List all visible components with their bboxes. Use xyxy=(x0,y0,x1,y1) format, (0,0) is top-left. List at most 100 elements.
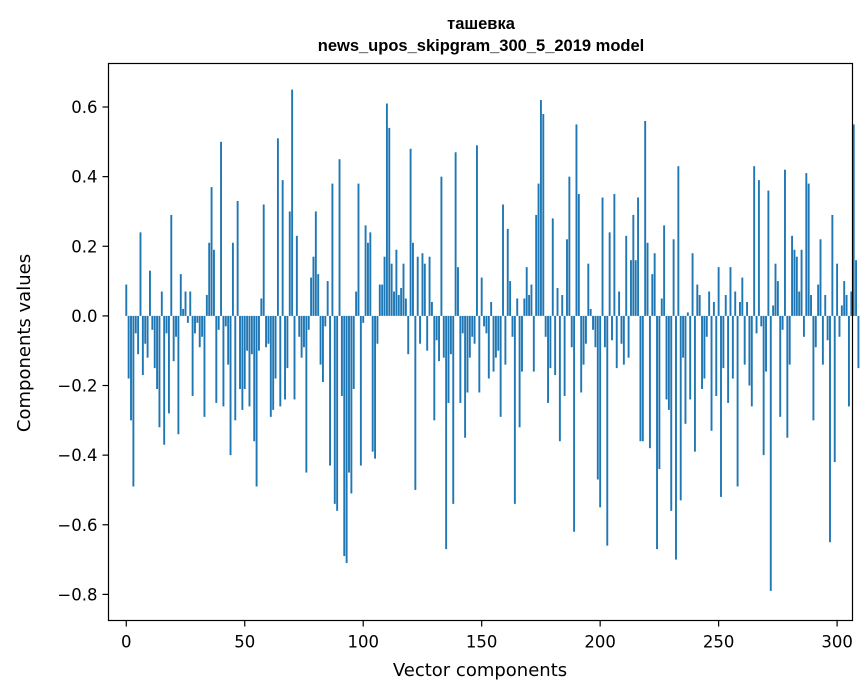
bar-294 xyxy=(821,315,824,365)
bar-6 xyxy=(139,232,142,316)
bar-140 xyxy=(457,267,459,316)
bar-261 xyxy=(743,315,746,365)
bar-5 xyxy=(137,315,140,355)
bar-53 xyxy=(250,315,253,355)
bar-218 xyxy=(641,315,644,442)
bar-303 xyxy=(843,281,846,316)
bar-52 xyxy=(248,315,251,407)
bar-223 xyxy=(653,253,656,316)
bar-64 xyxy=(276,138,279,316)
bar-186 xyxy=(566,239,568,316)
bar-209 xyxy=(620,315,623,344)
bar-48 xyxy=(239,315,241,389)
bar-156 xyxy=(494,315,497,358)
bar-122 xyxy=(414,315,417,490)
bar-108 xyxy=(381,284,384,316)
bar-286 xyxy=(802,315,805,337)
bar-76 xyxy=(305,315,308,473)
bar-95 xyxy=(350,315,353,494)
bar-277 xyxy=(781,315,784,330)
bar-229 xyxy=(667,315,670,410)
bar-276 xyxy=(779,315,782,417)
bar-189 xyxy=(573,315,576,532)
bar-267 xyxy=(757,180,760,316)
bar-70 xyxy=(291,89,294,316)
bar-245 xyxy=(705,315,708,337)
bar-168 xyxy=(523,298,526,316)
bar-254 xyxy=(727,315,730,403)
bar-34 xyxy=(205,295,208,316)
bar-304 xyxy=(845,295,848,316)
x-tick-label: 100 xyxy=(347,633,379,652)
bar-35 xyxy=(208,242,211,316)
bar-196 xyxy=(589,308,592,316)
bar-12 xyxy=(153,315,156,369)
bar-183 xyxy=(558,315,561,442)
bar-159 xyxy=(502,204,504,316)
bar-260 xyxy=(741,277,744,316)
bar-66 xyxy=(281,180,284,316)
bar-63 xyxy=(274,315,277,379)
bar-120 xyxy=(409,148,412,316)
bar-174 xyxy=(537,183,540,316)
bar-8 xyxy=(144,315,147,344)
y-tick-label: 0.2 xyxy=(71,237,97,256)
bar-252 xyxy=(722,315,725,369)
bar-185 xyxy=(563,315,566,396)
bar-165 xyxy=(516,298,519,316)
bar-147 xyxy=(473,315,476,344)
bar-210 xyxy=(622,315,625,365)
bar-11 xyxy=(151,315,154,330)
bar-46 xyxy=(234,315,237,421)
bar-102 xyxy=(367,242,369,316)
y-tick-label: −0.2 xyxy=(57,377,97,396)
bar-148 xyxy=(476,145,478,316)
bar-153 xyxy=(487,315,490,379)
bar-93 xyxy=(345,315,348,564)
bar-137 xyxy=(449,315,452,355)
bar-23 xyxy=(179,274,182,316)
bar-192 xyxy=(580,315,583,393)
bar-170 xyxy=(528,295,531,316)
bar-300 xyxy=(836,263,839,316)
bar-205 xyxy=(611,315,613,341)
bar-74 xyxy=(300,315,303,358)
x-axis-label: Vector components xyxy=(393,660,567,681)
bar-271 xyxy=(767,190,770,316)
bar-54 xyxy=(253,315,256,442)
bar-60 xyxy=(267,315,270,344)
bar-84 xyxy=(324,315,327,327)
bar-301 xyxy=(838,315,841,337)
bar-133 xyxy=(440,176,443,316)
bar-83 xyxy=(321,315,324,383)
bar-128 xyxy=(428,256,431,316)
bar-263 xyxy=(748,315,751,386)
y-axis-label: Components values xyxy=(14,254,35,432)
bar-1 xyxy=(127,315,130,379)
bar-127 xyxy=(426,315,429,351)
bar-94 xyxy=(348,315,350,473)
bar-78 xyxy=(310,277,313,316)
bar-244 xyxy=(703,315,706,379)
bar-188 xyxy=(570,315,573,348)
bar-285 xyxy=(800,249,803,316)
bar-249 xyxy=(715,315,718,396)
bar-292 xyxy=(817,284,820,316)
bar-29 xyxy=(194,315,196,334)
y-tick-label: 0.4 xyxy=(71,168,97,187)
bar-16 xyxy=(163,315,166,445)
bar-302 xyxy=(840,305,843,316)
bar-125 xyxy=(421,253,424,316)
bar-187 xyxy=(568,176,571,316)
bar-216 xyxy=(637,197,640,316)
bar-149 xyxy=(478,315,481,393)
bar-217 xyxy=(639,315,642,442)
bar-270 xyxy=(765,315,767,372)
bar-166 xyxy=(518,315,521,428)
bar-214 xyxy=(632,214,635,316)
bar-101 xyxy=(364,225,367,316)
bar-259 xyxy=(739,301,741,316)
bar-30 xyxy=(196,315,199,323)
bar-204 xyxy=(608,232,611,316)
